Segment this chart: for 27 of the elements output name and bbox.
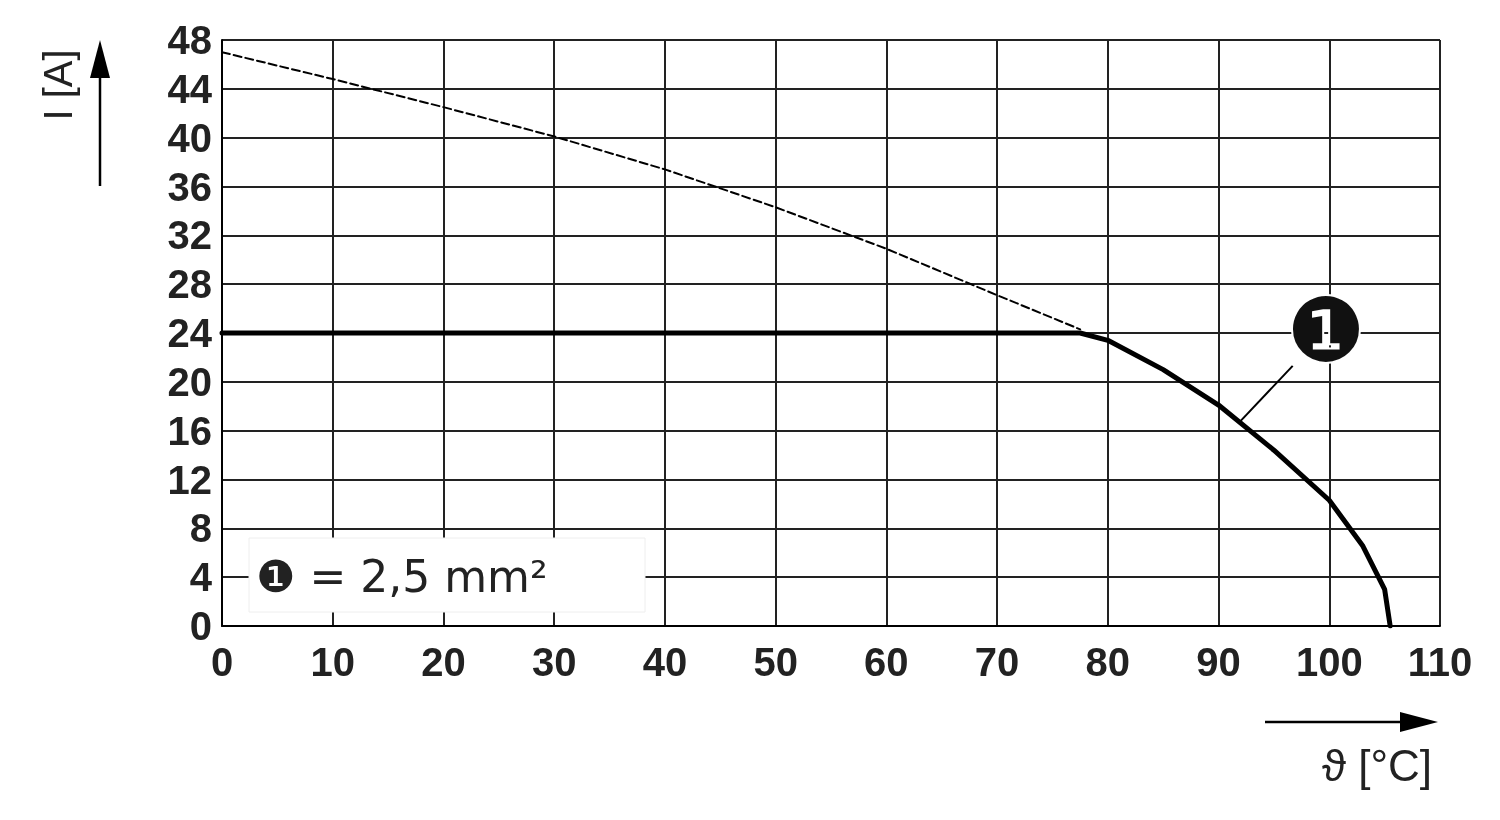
y-tick-label: 20 [167,359,212,404]
y-tick-label: 8 [189,506,212,551]
y-tick-label: 40 [167,115,212,160]
x-tick-label: 20 [421,640,466,684]
x-tick-label: 40 [642,640,688,684]
x-axis-title: ϑ [°C] [1321,740,1432,790]
x-tick-label: 50 [753,640,798,684]
y-tick-label: 48 [167,18,212,62]
x-tick-label: 60 [864,640,909,684]
y-tick-label: 12 [167,457,212,502]
y-tick-label: 36 [167,164,212,209]
x-tick-label: 10 [310,640,355,684]
y-tick-label: 44 [167,66,213,111]
y-tick-label: 0 [189,604,212,648]
x-tick-label: 80 [1085,640,1131,684]
x-tick-label: 90 [1196,640,1241,684]
x-tick-label: 70 [974,640,1020,684]
x-tick-label: 110 [1407,640,1473,684]
y-tick-label: 16 [167,408,212,453]
y-axis-title: I [A] [36,49,80,121]
annotation: ❶ = 2,5 mm² [256,550,548,602]
x-tick-label: 30 [531,640,577,684]
y-tick-label: 32 [167,213,212,258]
y-tick-label: 24 [167,311,213,355]
x-tick-label: 100 [1295,640,1363,684]
y-tick-label: 4 [189,555,213,600]
y-tick-label: 28 [167,262,212,307]
